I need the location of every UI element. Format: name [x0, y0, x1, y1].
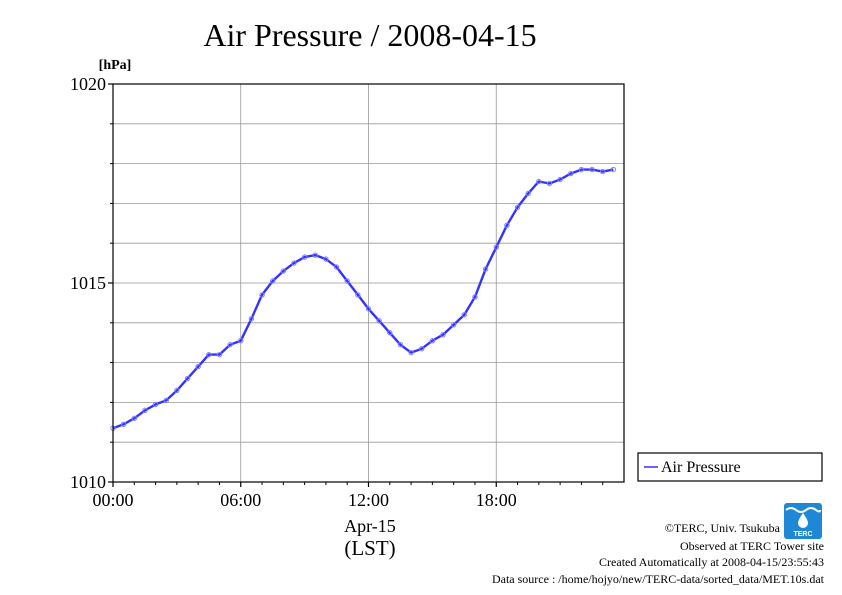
data-point — [163, 397, 169, 404]
y-unit-label: [hPa] — [99, 58, 132, 73]
data-point — [610, 166, 617, 173]
x-axis-date-label: Apr-15 — [344, 516, 396, 536]
grid-lines — [113, 84, 624, 482]
chart-title: Air Pressure / 2008-04-15 — [203, 17, 536, 53]
x-tick-label: 00:00 — [92, 490, 133, 510]
data-point — [546, 180, 553, 187]
data-point — [493, 244, 499, 250]
series-group — [110, 166, 617, 431]
data-point — [142, 407, 148, 414]
data-point — [450, 322, 457, 328]
data-point — [557, 176, 563, 183]
credit-observed: Observed at TERC Tower site — [680, 539, 824, 553]
x-tick-label: 12:00 — [348, 490, 389, 510]
data-point — [344, 278, 350, 284]
data-point — [184, 375, 191, 382]
data-point — [291, 260, 297, 266]
data-point — [120, 421, 127, 427]
data-point — [440, 332, 446, 338]
data-point — [461, 312, 468, 318]
credit-copyright: ©TERC, Univ. Tsukuba — [665, 521, 781, 535]
data-point — [578, 166, 585, 173]
data-point — [269, 278, 276, 284]
data-point — [152, 401, 159, 408]
data-point — [536, 178, 542, 185]
data-point — [387, 330, 393, 336]
x-tick-label: 06:00 — [220, 490, 261, 510]
data-point — [568, 170, 574, 177]
y-tick-label: 1020 — [70, 74, 106, 94]
data-point — [429, 338, 436, 344]
x-tick-label: 18:00 — [476, 490, 517, 510]
data-point — [365, 306, 372, 312]
data-point — [355, 292, 361, 298]
data-point — [174, 387, 180, 394]
data-point — [397, 341, 404, 348]
data-point — [333, 264, 340, 270]
data-point — [472, 294, 478, 300]
data-point — [323, 256, 329, 262]
data-point — [376, 318, 382, 324]
x-axis-zone-label: (LST) — [344, 536, 395, 560]
data-point — [408, 349, 414, 356]
logo-wave — [785, 507, 821, 513]
data-point — [301, 254, 308, 260]
terc-logo: TERC — [784, 503, 822, 539]
data-point — [216, 351, 223, 358]
data-point — [514, 204, 521, 211]
data-point — [419, 345, 425, 352]
legend-label-air-pressure: Air Pressure — [661, 459, 741, 476]
x-axis: 00:00 06:00 12:00 18:00 — [92, 482, 604, 510]
y-tick-label: 1010 — [70, 472, 106, 492]
data-point — [504, 222, 510, 228]
y-tick-label: 1015 — [70, 273, 106, 293]
data-point — [525, 190, 531, 197]
data-point — [280, 268, 287, 274]
data-point — [259, 292, 265, 298]
logo-drop-icon — [798, 513, 808, 528]
data-point — [195, 363, 201, 370]
data-point — [600, 168, 606, 175]
data-point — [312, 252, 318, 258]
data-point — [482, 266, 489, 272]
series-line-air-pressure — [112, 168, 614, 430]
y-axis: 1010 1015 1020 — [70, 74, 113, 492]
data-point — [589, 166, 595, 173]
legend: Air Pressure — [637, 452, 823, 482]
data-point — [206, 351, 212, 358]
legend-box — [637, 452, 823, 482]
data-point — [227, 341, 233, 348]
credit-source: Data source : /home/hojyo/new/TERC-data/… — [492, 572, 825, 586]
data-point — [238, 338, 244, 344]
credit-created: Created Automatically at 2008-04-15/23:5… — [599, 555, 824, 569]
data-point — [131, 415, 137, 422]
data-point — [248, 316, 255, 322]
logo-text: TERC — [793, 531, 812, 538]
